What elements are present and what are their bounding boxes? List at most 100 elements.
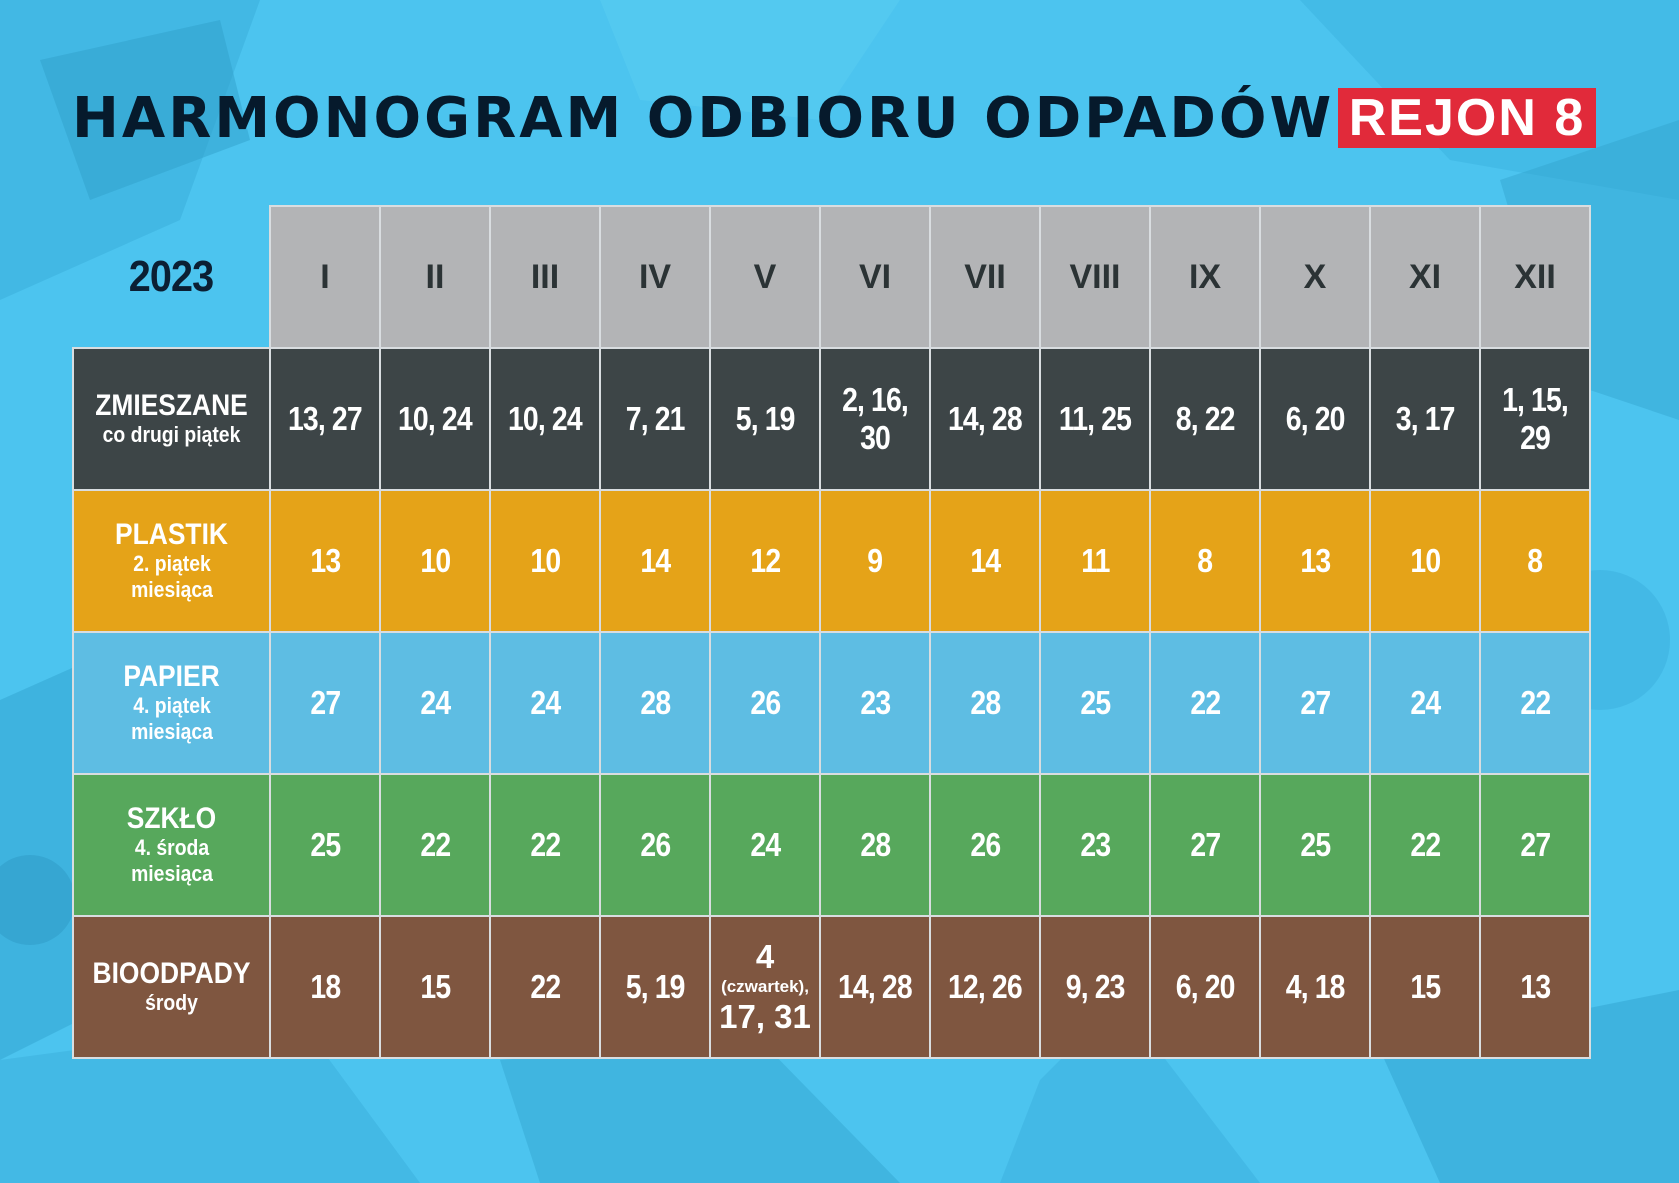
date-cell: 25 xyxy=(1259,773,1371,917)
category-name: ZMIESZANE xyxy=(95,389,248,422)
date-cell: 10, 24 xyxy=(489,347,601,491)
date-cell: 13, 27 xyxy=(269,347,381,491)
date-cell: 26 xyxy=(929,773,1041,917)
waste-schedule-table: 2023 I II III IV V VI VII VIII IX X XI X… xyxy=(72,205,1591,1059)
date-cell: 2, 16, 30 xyxy=(819,347,931,491)
year-label: 2023 xyxy=(128,251,214,301)
category-glass: SZKŁO 4. środa miesiąca xyxy=(72,773,271,917)
date-cell: 14, 28 xyxy=(819,915,931,1059)
category-bio: BIOODPADY środy xyxy=(72,915,271,1059)
date-cell: 27 xyxy=(1149,773,1261,917)
category-name: PLASTIK xyxy=(115,518,228,551)
category-note: środy xyxy=(145,990,198,1015)
month-header: IV xyxy=(599,205,711,349)
may-rest-dates: 17, 31 xyxy=(719,998,811,1035)
date-cell: 10, 24 xyxy=(379,347,491,491)
date-cell: 22 xyxy=(379,773,491,917)
month-header: X xyxy=(1259,205,1371,349)
date-cell: 27 xyxy=(1259,631,1371,775)
date-cell: 6, 20 xyxy=(1149,915,1261,1059)
date-cell: 24 xyxy=(489,631,601,775)
date-cell: 12 xyxy=(709,489,821,633)
month-header: IX xyxy=(1149,205,1261,349)
date-cell: 28 xyxy=(819,773,931,917)
date-cell: 13 xyxy=(1479,915,1591,1059)
year-cell: 2023 xyxy=(73,206,270,348)
month-header: XII xyxy=(1479,205,1591,349)
date-cell: 25 xyxy=(269,773,381,917)
month-header: VIII xyxy=(1039,205,1151,349)
date-cell: 25 xyxy=(1039,631,1151,775)
category-plastic: PLASTIK 2. piątek miesiąca xyxy=(72,489,271,633)
date-cell: 10 xyxy=(489,489,601,633)
date-cell: 11, 25 xyxy=(1039,347,1151,491)
date-cell: 8 xyxy=(1479,489,1591,633)
page-title: HARMONOGRAM ODBIORU ODPADÓW xyxy=(72,86,1335,151)
date-cell: 28 xyxy=(599,631,711,775)
date-cell: 27 xyxy=(269,631,381,775)
date-cell: 15 xyxy=(1369,915,1481,1059)
date-cell: 1, 15, 29 xyxy=(1479,347,1591,491)
date-cell: 10 xyxy=(379,489,491,633)
category-name: PAPIER xyxy=(123,660,220,693)
date-cell: 28 xyxy=(929,631,1041,775)
table-row-mixed: ZMIESZANE co drugi piątek 13, 27 10, 24 … xyxy=(72,347,1591,491)
month-header: VI xyxy=(819,205,931,349)
date-cell: 14 xyxy=(599,489,711,633)
month-header: V xyxy=(709,205,821,349)
table-row-paper: PAPIER 4. piątek miesiąca 27 24 24 28 26… xyxy=(72,631,1591,775)
date-cell: 22 xyxy=(1369,773,1481,917)
month-header: III xyxy=(489,205,601,349)
date-cell: 8, 22 xyxy=(1149,347,1261,491)
category-name: SZKŁO xyxy=(126,802,217,835)
date-cell: 5, 19 xyxy=(709,347,821,491)
date-cell: 6, 20 xyxy=(1259,347,1371,491)
date-cell: 14, 28 xyxy=(929,347,1041,491)
month-header: VII xyxy=(929,205,1041,349)
month-header: XI xyxy=(1369,205,1481,349)
date-cell: 23 xyxy=(819,631,931,775)
date-cell: 15 xyxy=(379,915,491,1059)
date-cell: 7, 21 xyxy=(599,347,711,491)
month-header-row: 2023 I II III IV V VI VII VIII IX X XI X… xyxy=(73,205,1591,349)
category-note: co drugi piątek xyxy=(102,422,241,447)
date-cell: 9 xyxy=(819,489,931,633)
category-note: 4. piątek miesiąca xyxy=(130,693,213,744)
date-cell: 24 xyxy=(1369,631,1481,775)
date-cell: 4, 18 xyxy=(1259,915,1371,1059)
table-row-glass: SZKŁO 4. środa miesiąca 25 22 22 26 24 2… xyxy=(72,773,1591,917)
date-cell: 27 xyxy=(1479,773,1591,917)
date-cell: 8 xyxy=(1149,489,1261,633)
may-first-date: 4 xyxy=(755,938,775,975)
date-cell: 14 xyxy=(929,489,1041,633)
date-cell: 22 xyxy=(489,773,601,917)
category-mixed: ZMIESZANE co drugi piątek xyxy=(72,347,271,491)
table-row-bio: BIOODPADY środy 18 15 22 5, 19 4 (czwart… xyxy=(72,915,1591,1059)
date-cell: 24 xyxy=(709,773,821,917)
date-cell: 24 xyxy=(379,631,491,775)
date-cell: 23 xyxy=(1039,773,1151,917)
date-cell: 13 xyxy=(269,489,381,633)
date-cell: 5, 19 xyxy=(599,915,711,1059)
date-cell: 10 xyxy=(1369,489,1481,633)
date-cell: 26 xyxy=(599,773,711,917)
date-cell: 22 xyxy=(489,915,601,1059)
may-note: (czwartek), xyxy=(721,977,809,996)
date-cell: 3, 17 xyxy=(1369,347,1481,491)
date-cell: 18 xyxy=(269,915,381,1059)
date-cell: 13 xyxy=(1259,489,1371,633)
date-cell: 9, 23 xyxy=(1039,915,1151,1059)
table-row-plastic: PLASTIK 2. piątek miesiąca 13 10 10 14 1… xyxy=(72,489,1591,633)
date-cell-may-special: 4 (czwartek), 17, 31 xyxy=(709,915,821,1059)
region-badge: REJON 8 xyxy=(1338,88,1596,148)
month-header: I xyxy=(269,205,381,349)
month-header: II xyxy=(379,205,491,349)
category-paper: PAPIER 4. piątek miesiąca xyxy=(72,631,271,775)
date-cell: 22 xyxy=(1479,631,1591,775)
date-cell: 26 xyxy=(709,631,821,775)
date-cell: 11 xyxy=(1039,489,1151,633)
date-cell: 22 xyxy=(1149,631,1261,775)
date-cell: 12, 26 xyxy=(929,915,1041,1059)
category-name: BIOODPADY xyxy=(92,957,251,990)
category-note: 4. środa miesiąca xyxy=(130,835,213,886)
